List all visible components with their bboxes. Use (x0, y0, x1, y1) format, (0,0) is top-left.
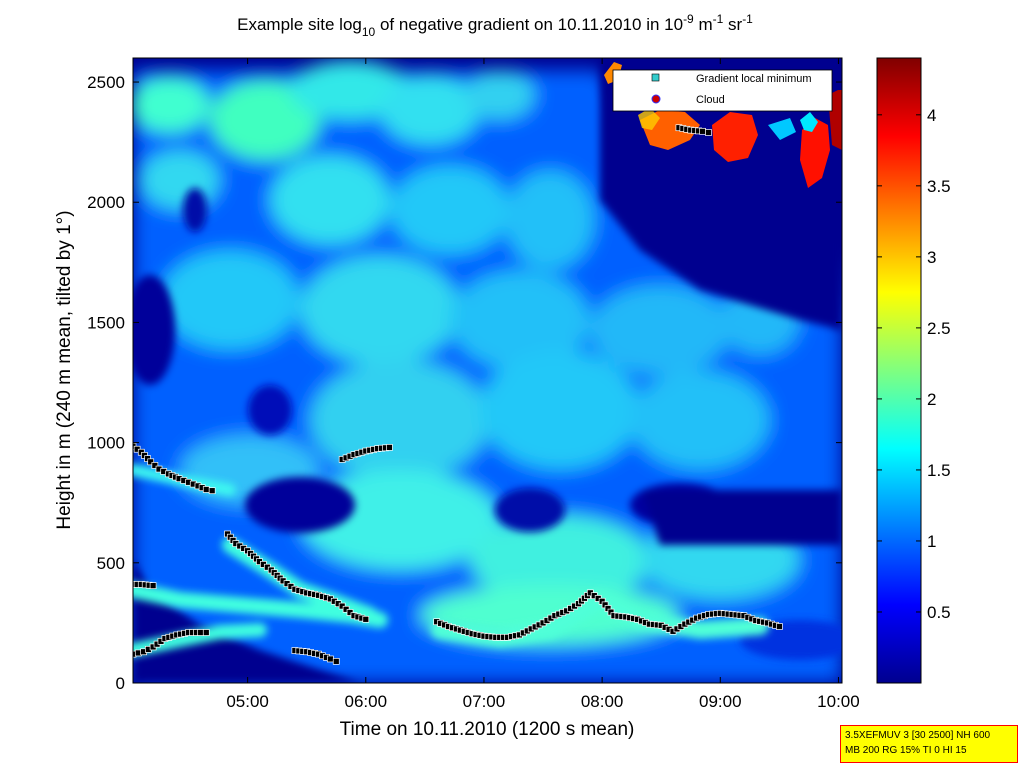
gradient-minimum-point (197, 629, 204, 636)
colorbar-tick-label: 1.5 (927, 461, 951, 480)
colorbar-ticks: 0.5 1 1.5 2 2.5 3 3.5 4 (877, 106, 951, 622)
x-axis-label: Time on 10.11.2010 (1200 s mean) (340, 719, 635, 740)
colorbar-tick-label: 2 (927, 390, 936, 409)
y-tick-label: 1000 (87, 434, 125, 453)
gradient-minimum-point (776, 623, 783, 630)
x-tick-label: 09:00 (699, 692, 742, 711)
colorbar-tick-label: 3 (927, 248, 936, 267)
x-tick-label: 06:00 (345, 692, 388, 711)
y-axis: 0 500 1000 1500 2000 2500 (87, 73, 842, 693)
plot-frame (132, 57, 843, 684)
x-tick-label: 08:00 (581, 692, 624, 711)
y-tick-label: 0 (116, 674, 125, 693)
legend-marker-square (651, 73, 660, 82)
chart-title: Example site log10 of negative gradient … (237, 12, 753, 39)
x-tick-label: 05:00 (226, 692, 269, 711)
legend-entry-cloud: Cloud (696, 94, 725, 106)
gradient-minimum-point (326, 655, 334, 663)
gradient-minimum-point (202, 629, 210, 636)
gradient-minimum-point (705, 129, 712, 136)
legend-marker-circle (651, 94, 661, 104)
colorbar: 0.5 1 1.5 2 2.5 3 3.5 4 (876, 57, 951, 684)
y-tick-label: 500 (97, 554, 125, 573)
y-tick-label: 2000 (87, 193, 125, 212)
gradient-minimum-point (699, 127, 706, 135)
colorbar-tick-label: 2.5 (927, 319, 951, 338)
y-axis-label: Height in m (240 m mean, tilted by 1°) (54, 210, 75, 529)
x-tick-label: 07:00 (463, 692, 506, 711)
colorbar-gradient (876, 57, 922, 684)
gradient-minimum-point (151, 462, 159, 469)
x-axis: 05:00 06:00 07:00 08:00 09:00 10:00 (226, 58, 860, 711)
gradient-local-minimum-markers (133, 124, 783, 665)
gradient-minimum-point (362, 615, 370, 623)
legend: Gradient local minimum Cloud (612, 69, 833, 112)
settings-line-2: MB 200 RG 15% TI 0 HI 15 (845, 745, 967, 756)
y-tick-label: 1500 (87, 313, 125, 332)
gradient-minimum-point (332, 658, 340, 665)
legend-entry-gradient-local-minimum: Gradient local minimum (696, 73, 812, 85)
gradient-minimum-point (147, 458, 155, 466)
gradient-minimum-point (202, 486, 210, 493)
x-tick-label: 10:00 (817, 692, 860, 711)
colorbar-tick-label: 3.5 (927, 177, 951, 196)
settings-line-1: 3.5XEFMUV 3 [30 2500] NH 600 (845, 730, 991, 741)
colorbar-tick-label: 0.5 (927, 603, 951, 622)
gradient-minimum-point (149, 582, 157, 589)
heatmap-field (133, 58, 842, 683)
settings-info-box: 3.5XEFMUV 3 [30 2500] NH 600 MB 200 RG 1… (840, 725, 1018, 763)
colorbar-tick-label: 4 (927, 106, 936, 125)
gradient-minimum-point (386, 444, 393, 451)
gradient-minimum-point (208, 487, 216, 495)
y-tick-label: 2500 (87, 73, 125, 92)
colorbar-tick-label: 1 (927, 532, 936, 551)
